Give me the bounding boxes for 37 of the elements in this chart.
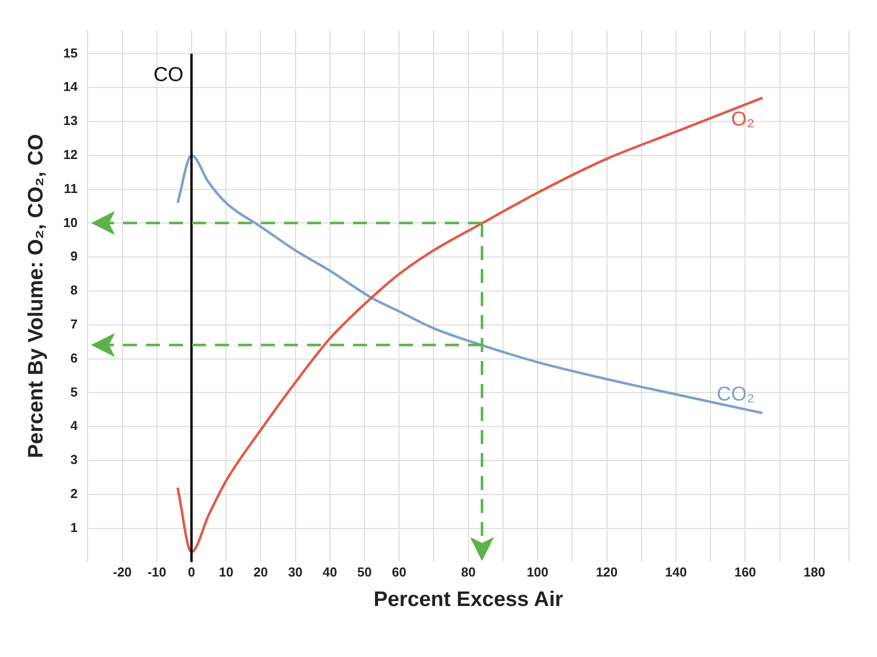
x-tick-label: 50 <box>357 564 372 580</box>
x-tick-label: 30 <box>288 564 303 580</box>
y-tick-label: 12 <box>63 147 78 162</box>
x-tick-label: 20 <box>253 564 268 580</box>
y-tick-label: 11 <box>64 180 78 196</box>
x-tick-label: -10 <box>147 564 166 580</box>
y-tick-label: 9 <box>70 248 78 264</box>
x-tick-label: 10 <box>218 564 234 580</box>
x-tick-label: 100 <box>526 564 548 580</box>
y-tick-label: 8 <box>70 282 78 298</box>
x-tick-label: 80 <box>461 564 476 580</box>
y-tick-label: 10 <box>63 214 78 230</box>
x-tick-label: 180 <box>804 564 826 580</box>
y-tick-label: 7 <box>70 316 78 332</box>
y-tick-label: 1 <box>70 520 78 535</box>
x-tick-label: 140 <box>665 564 687 580</box>
series-label: O₂ <box>731 108 754 130</box>
line-series <box>176 96 764 554</box>
x-tick-label: 40 <box>322 564 338 580</box>
y-tick-label: 5 <box>70 384 78 400</box>
x-tick-label: 120 <box>596 564 618 580</box>
x-axis-title: Percent Excess Air <box>374 588 564 612</box>
y-tick-label: 6 <box>70 350 78 366</box>
x-tick-label: 60 <box>392 564 406 580</box>
y-tick-label: 13 <box>63 113 78 128</box>
series-label: CO₂ <box>716 384 754 406</box>
y-axis-title: Percent By Volume: O₂, CO₂, CO <box>24 134 48 458</box>
y-tick-label: 15 <box>63 45 78 60</box>
series-label: CO <box>153 64 184 86</box>
y-tick-label: 14 <box>63 79 78 94</box>
x-tick-label: -20 <box>112 564 132 580</box>
y-tick-label: 3 <box>70 452 78 468</box>
x-tick-label: 160 <box>734 564 756 580</box>
y-tick-label: 2 <box>70 486 78 501</box>
y-tick-label: 4 <box>70 418 78 434</box>
x-tick-label: 0 <box>188 564 196 580</box>
line-series <box>176 154 764 414</box>
